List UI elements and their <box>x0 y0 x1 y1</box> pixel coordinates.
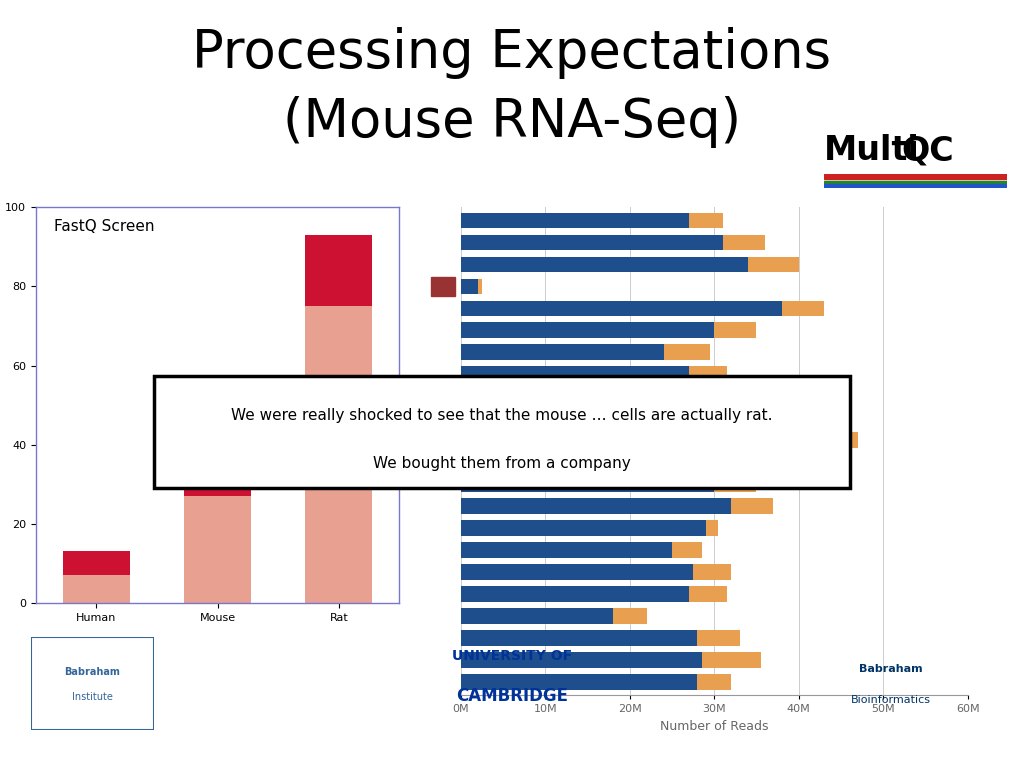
Bar <box>461 608 612 624</box>
Bar <box>461 520 706 536</box>
Bar <box>824 180 1007 184</box>
Bar <box>461 234 723 250</box>
Bar <box>461 344 664 360</box>
Bar <box>461 630 697 646</box>
Bar <box>697 674 731 690</box>
Bar <box>461 279 477 294</box>
Bar <box>477 279 482 294</box>
Bar <box>715 410 765 426</box>
Bar <box>461 586 689 602</box>
Bar <box>461 564 693 580</box>
Bar <box>824 184 1007 188</box>
Bar <box>697 389 739 404</box>
Text: We were really shocked to see that the mouse … cells are actually rat.: We were really shocked to see that the m… <box>231 408 772 423</box>
Bar <box>782 300 824 316</box>
Bar <box>63 551 130 575</box>
Bar <box>701 652 761 668</box>
Bar <box>461 432 782 448</box>
Bar <box>63 575 130 603</box>
Bar <box>824 174 1007 179</box>
Text: Multi: Multi <box>824 134 921 167</box>
X-axis label: Number of Reads: Number of Reads <box>660 720 768 733</box>
Bar <box>184 496 251 603</box>
Bar <box>461 366 689 382</box>
Text: Processing Expectations: Processing Expectations <box>193 27 831 79</box>
Bar <box>461 674 697 690</box>
Bar <box>461 257 748 273</box>
Bar <box>672 542 701 558</box>
Bar <box>461 542 672 558</box>
Bar <box>664 344 710 360</box>
Bar <box>461 300 782 316</box>
Bar <box>461 498 731 514</box>
Text: CAMBRIDGE: CAMBRIDGE <box>456 687 568 705</box>
Bar <box>612 608 647 624</box>
Bar <box>715 323 757 338</box>
Bar <box>689 586 727 602</box>
Bar <box>305 306 372 603</box>
Bar <box>723 234 765 250</box>
Bar <box>305 235 372 306</box>
Bar <box>731 498 773 514</box>
Text: Institute: Institute <box>72 692 113 703</box>
Bar <box>461 652 701 668</box>
Bar <box>461 476 715 492</box>
Bar <box>461 455 697 470</box>
Text: We bought them from a company: We bought them from a company <box>373 455 631 471</box>
Bar <box>305 465 372 603</box>
Bar <box>693 564 731 580</box>
Bar <box>461 410 715 426</box>
Bar <box>697 455 757 470</box>
Bar <box>184 468 251 496</box>
Text: Babraham: Babraham <box>859 664 923 674</box>
Text: Bioinformatics: Bioinformatics <box>851 695 931 705</box>
Bar <box>461 323 715 338</box>
Bar <box>461 213 689 228</box>
Bar <box>689 366 727 382</box>
Bar <box>706 520 719 536</box>
Bar <box>461 389 697 404</box>
Bar <box>431 276 455 296</box>
Bar <box>782 432 858 448</box>
Bar <box>697 630 739 646</box>
Text: (Mouse RNA-Seq): (Mouse RNA-Seq) <box>283 96 741 148</box>
Text: Babraham: Babraham <box>65 667 120 677</box>
Bar <box>748 257 799 273</box>
Text: QC: QC <box>901 134 954 167</box>
Bar <box>715 476 757 492</box>
Text: UNIVERSITY OF: UNIVERSITY OF <box>452 649 572 663</box>
Bar <box>689 213 723 228</box>
Text: FastQ Screen: FastQ Screen <box>54 219 155 234</box>
